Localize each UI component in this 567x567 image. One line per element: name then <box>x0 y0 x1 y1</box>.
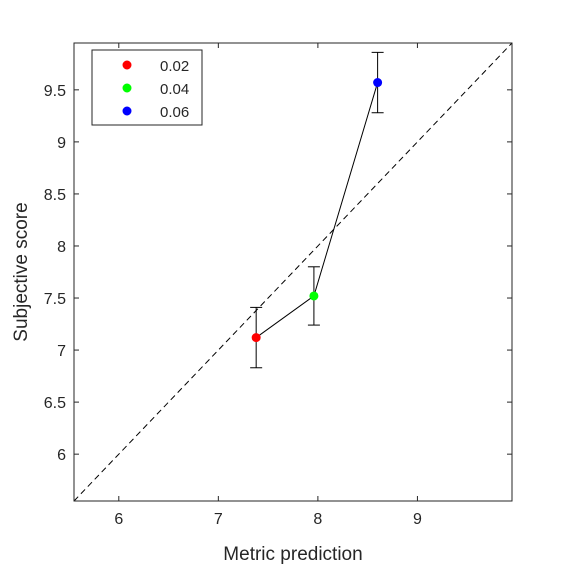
legend-label-0.02: 0.02 <box>160 58 189 75</box>
data-point-0.04 <box>309 291 319 301</box>
y-tick-label: 7.5 <box>44 291 66 308</box>
legend-marker-0.02 <box>122 60 132 70</box>
y-tick-label: 7 <box>57 343 66 360</box>
x-axis-label: Metric prediction <box>223 544 362 565</box>
y-axis-label: Subjective score <box>11 202 32 341</box>
data-point-0.02 <box>251 333 261 343</box>
legend-label-0.04: 0.04 <box>160 81 189 98</box>
legend-marker-0.04 <box>122 83 132 93</box>
x-tick-label: 9 <box>413 511 422 528</box>
legend-box <box>91 49 203 126</box>
data-point-layer <box>251 78 383 343</box>
legend: 0.02 0.04 0.06 <box>91 49 203 126</box>
y-tick-label: 8.5 <box>44 187 66 204</box>
reference-line-layer <box>73 42 513 502</box>
data-point-0.06 <box>373 78 383 88</box>
x-tick-label: 7 <box>214 511 223 528</box>
axis-tick-layer: 6 7 8 9 6 6.5 7 7.5 8 8.5 9 9.5 <box>44 43 512 528</box>
legend-marker-0.06 <box>122 106 132 116</box>
x-tick-label: 6 <box>114 511 123 528</box>
y-tick-label: 9.5 <box>44 83 66 100</box>
y-tick-label: 6 <box>57 447 66 464</box>
legend-label-0.06: 0.06 <box>160 104 189 121</box>
y-tick-label: 8 <box>57 239 66 256</box>
plot-frame <box>73 42 513 502</box>
y-tick-label: 6.5 <box>44 395 66 412</box>
reference-line <box>73 42 513 502</box>
x-tick-label: 8 <box>313 511 322 528</box>
y-tick-label: 9 <box>57 135 66 152</box>
